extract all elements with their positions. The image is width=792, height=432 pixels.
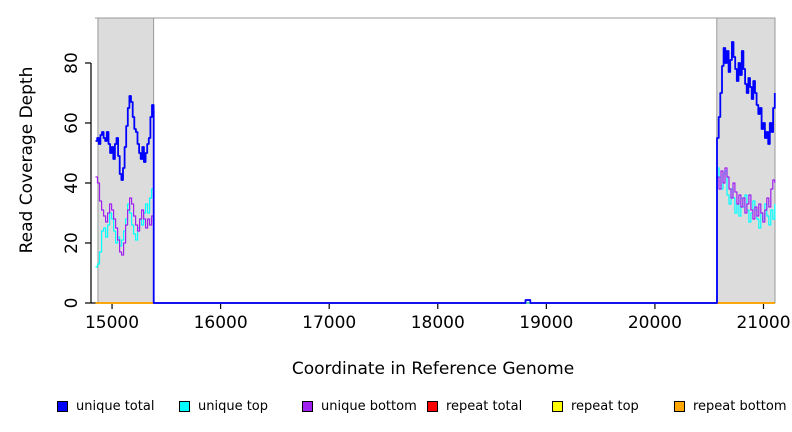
legend-swatch-icon <box>427 400 438 412</box>
y-tick-label: 60 <box>62 112 82 134</box>
legend-swatch-icon <box>552 400 563 412</box>
legend-swatch-icon <box>674 400 685 412</box>
x-tick-label: 15000 <box>85 313 139 333</box>
legend-item-repeat-bottom: repeat bottom <box>674 397 787 415</box>
y-axis-title: Read Coverage Depth <box>17 66 37 254</box>
legend-label: repeat top <box>571 398 639 414</box>
x-tick-label: 20000 <box>628 313 682 333</box>
series-path-unique-total <box>95 41 776 304</box>
legend: unique total unique top unique bottom repea… <box>0 397 792 419</box>
legend-label: repeat bottom <box>693 398 787 414</box>
x-tick-label: 19000 <box>519 313 573 333</box>
x-tick-label: 18000 <box>411 313 465 333</box>
legend-swatch-icon <box>179 400 190 412</box>
legend-item-unique-total: unique total <box>57 397 154 415</box>
legend-swatch-icon <box>57 400 68 412</box>
series-path-unique-bottom <box>95 167 776 304</box>
legend-item-unique-top: unique top <box>179 397 268 415</box>
series-path-unique-top <box>95 167 776 304</box>
coverage-plot: 15000 16000 17000 18000 19000 20000 21000 0 20 40… <box>62 17 791 333</box>
y-tick-label: 0 <box>62 298 82 309</box>
x-axis-title: Coordinate in Reference Genome <box>291 359 575 379</box>
legend-label: unique total <box>76 398 155 414</box>
y-tick-label: 20 <box>62 232 82 254</box>
x-tick-label: 16000 <box>194 313 248 333</box>
legend-label: unique top <box>198 398 269 414</box>
legend-item-repeat-total: repeat total <box>427 397 522 415</box>
legend-item-repeat-top: repeat top <box>552 397 639 415</box>
legend-swatch-icon <box>302 400 313 412</box>
legend-label: unique bottom <box>321 398 417 414</box>
highlight-region <box>716 17 776 304</box>
x-tick-label: 21000 <box>736 313 790 333</box>
legend-item-unique-bottom: unique bottom <box>302 397 417 415</box>
y-tick-label: 40 <box>62 172 82 194</box>
legend-label: repeat total <box>446 398 523 414</box>
y-tick-label: 80 <box>62 52 82 74</box>
x-tick-label: 17000 <box>302 313 356 333</box>
